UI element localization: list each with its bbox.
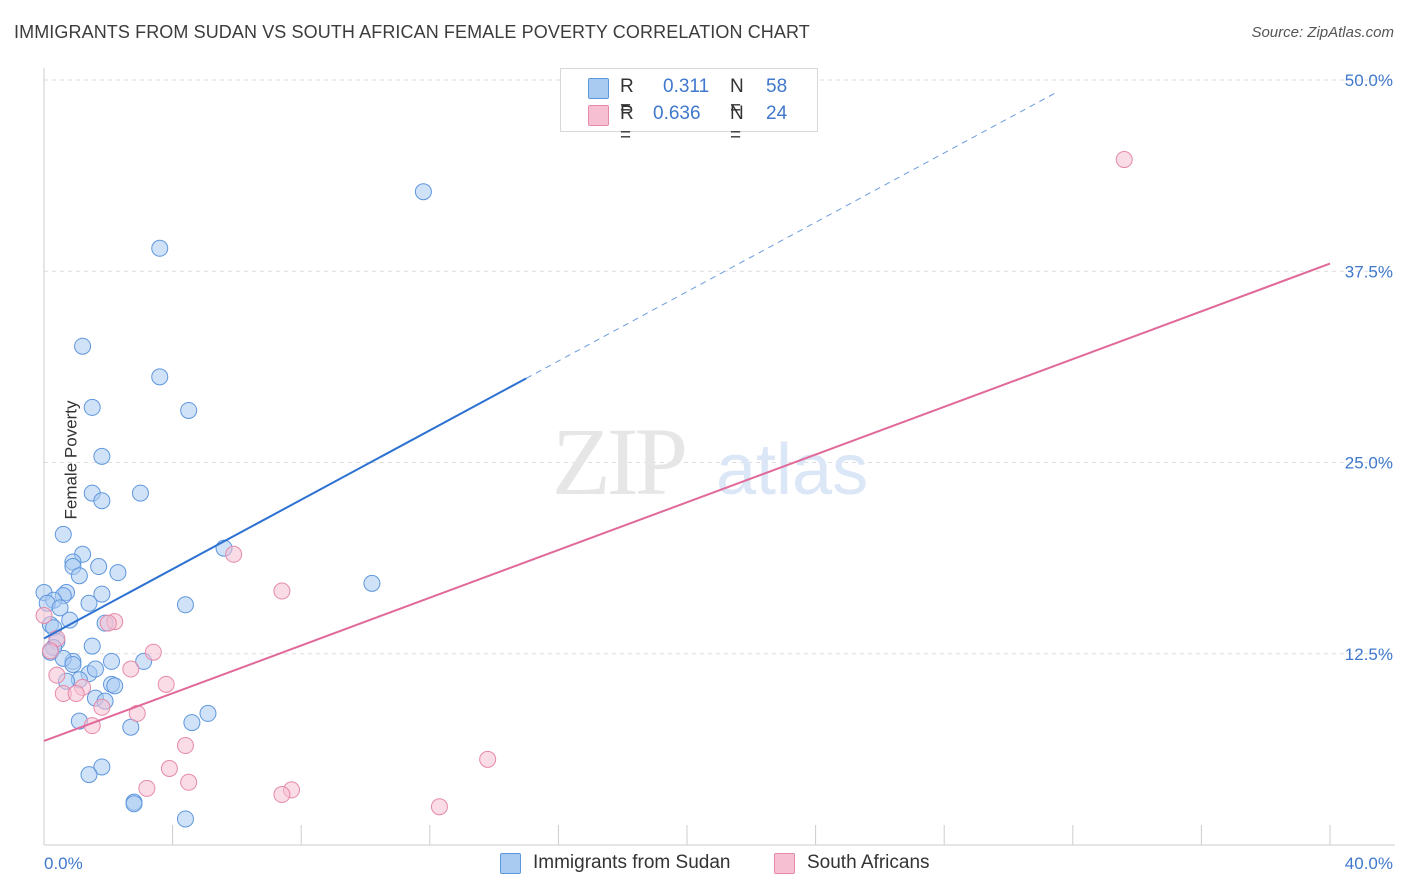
sudan-point [109, 564, 127, 582]
n-label: N = [730, 103, 744, 146]
sudan-point [51, 599, 69, 617]
sa-legend-label: South Africans [807, 852, 930, 873]
sa-point [430, 798, 448, 816]
sa-point [99, 614, 117, 632]
r-label: R = [620, 76, 634, 119]
sudan-point [83, 637, 101, 655]
sa-point [273, 786, 291, 804]
sudan-point [93, 585, 111, 603]
y-tick-label: 50.0% [1345, 71, 1393, 90]
sa-point [479, 750, 497, 768]
sudan-point [199, 704, 217, 722]
sudan-point [93, 492, 111, 510]
sudan-point [180, 401, 198, 419]
sudan-point [90, 558, 108, 576]
trend-lines [43, 91, 1331, 742]
r-value: 0.636 [653, 103, 701, 124]
x-min-label: 0.0% [44, 854, 83, 873]
sa-point [157, 675, 175, 693]
sudan-point [151, 368, 169, 386]
sudan-point [54, 525, 72, 543]
x-max-label: 40.0% [1345, 854, 1393, 873]
n-value: 24 [766, 103, 788, 124]
sa-points [35, 151, 1133, 816]
sudan-point [131, 484, 149, 502]
sa-point [1115, 151, 1133, 169]
chart-title: IMMIGRANTS FROM SUDAN VS SOUTH AFRICAN F… [14, 22, 810, 42]
sa-point [144, 643, 162, 661]
sudan-legend-swatch [500, 853, 521, 874]
sudan-point [122, 718, 140, 736]
sa-point [180, 773, 198, 791]
sudan-trend-extension [526, 91, 1057, 379]
sudan-point [176, 810, 194, 828]
sudan-point [74, 337, 92, 355]
y-tick-labels: 12.5% 25.0% 37.5% 50.0% [1345, 71, 1393, 664]
sudan-point [106, 677, 124, 695]
y-tick-label: 25.0% [1345, 454, 1393, 473]
sa-point [225, 545, 243, 563]
watermark-zip: ZIP [552, 408, 685, 515]
stats-legend: R = 0.311 N = 58 R = 0.636 N = 24 [560, 68, 818, 146]
sudan-point [93, 447, 111, 465]
sa-point [273, 582, 291, 600]
sa-legend-swatch [774, 853, 795, 874]
sudan-point [363, 574, 381, 592]
sa-point [160, 760, 178, 777]
y-axis-label: Female Poverty [61, 400, 81, 520]
sa-point [93, 698, 111, 716]
sudan-point [103, 652, 121, 670]
sudan-point [176, 596, 194, 614]
sa-point [35, 607, 53, 624]
sudan-swatch [588, 78, 609, 99]
sudan-point [93, 758, 111, 776]
n-value: 58 [766, 76, 788, 97]
sudan-point [80, 594, 98, 612]
sudan-point [83, 398, 101, 416]
watermark-atlas: atlas [716, 430, 868, 510]
r-value: 0.311 [663, 76, 710, 97]
sudan-point [70, 567, 88, 585]
sa-swatch [588, 105, 609, 126]
sudan-point [183, 714, 201, 732]
axes [43, 68, 1395, 846]
n-label: N = [730, 76, 744, 119]
sa-point [67, 685, 85, 703]
sudan-point [151, 239, 169, 257]
source-label: Source: ZipAtlas.com [1251, 24, 1394, 41]
gridlines [44, 79, 1395, 655]
sudan-point [86, 660, 104, 678]
sa-point [122, 660, 140, 678]
sa-point [138, 779, 156, 797]
r-label: R = [620, 103, 634, 146]
sudan-point [414, 183, 432, 201]
y-tick-label: 12.5% [1345, 645, 1393, 664]
sa-point [176, 737, 194, 755]
y-tick-label: 37.5% [1345, 262, 1393, 281]
watermark: ZIP atlas [552, 408, 868, 515]
sudan-legend-label: Immigrants from Sudan [533, 852, 731, 873]
sa-trend-line [43, 262, 1331, 742]
sa-point [48, 666, 66, 684]
sudan-point [80, 766, 98, 784]
sudan-point [64, 655, 82, 673]
sudan-trend-line [43, 377, 527, 640]
sudan-point [125, 795, 143, 813]
sa-point [41, 642, 59, 660]
